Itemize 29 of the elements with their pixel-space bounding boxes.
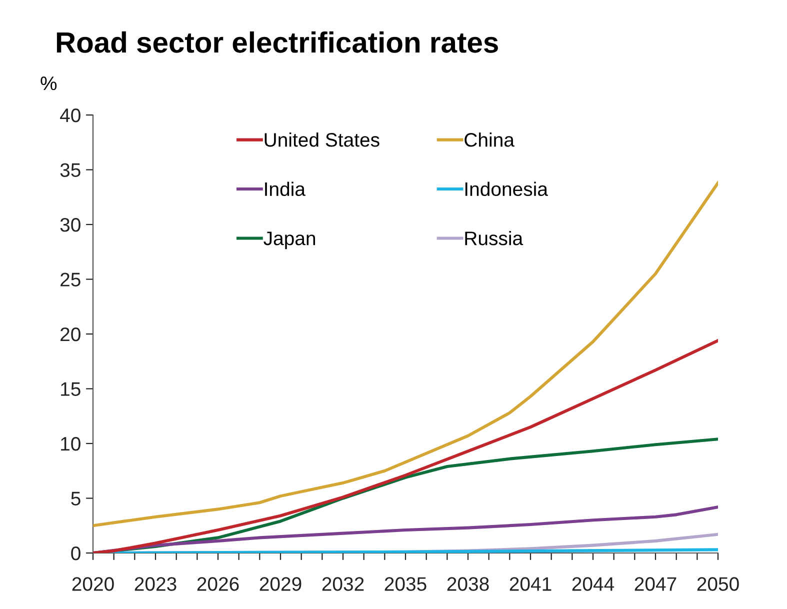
line-series xyxy=(93,181,718,528)
x-tick-label: 2026 xyxy=(197,577,239,591)
y-tick-label: 10 xyxy=(61,436,80,451)
x-tick-label: 2038 xyxy=(447,577,489,591)
legend-label: United States xyxy=(264,132,380,147)
x-tick-label: 2032 xyxy=(322,577,364,591)
y-tick-label: 35 xyxy=(60,163,80,177)
y-tick-label: 20 xyxy=(60,327,80,342)
x-tick-label: 2029 xyxy=(260,577,302,591)
legend-label: Russia xyxy=(465,230,524,246)
y-axis-title: % xyxy=(40,76,57,90)
x-tick-label: 2050 xyxy=(697,577,739,591)
legend-label: Indonesia xyxy=(465,182,548,196)
y-tick-label: 40 xyxy=(60,108,80,122)
chart-title: Road sector electrification rates xyxy=(56,31,498,53)
y-tick-label: 5 xyxy=(71,492,80,506)
x-tick-label: 2020 xyxy=(72,577,114,591)
x-tick-label: 2023 xyxy=(134,577,176,591)
y-tick-label: 25 xyxy=(60,272,80,286)
y-tick-label: 15 xyxy=(61,382,80,396)
x-tick-label: 2047 xyxy=(634,577,676,591)
x-tick-label: 2041 xyxy=(510,577,552,591)
y-tick-label: 0 xyxy=(71,546,80,560)
x-tick-label: 2035 xyxy=(384,577,426,591)
legend-label: Japan xyxy=(264,232,316,250)
legend-label: China xyxy=(464,132,514,147)
legend-label: India xyxy=(265,182,306,196)
x-tick-label: 2044 xyxy=(572,577,614,591)
y-tick-label: 30 xyxy=(60,218,80,232)
